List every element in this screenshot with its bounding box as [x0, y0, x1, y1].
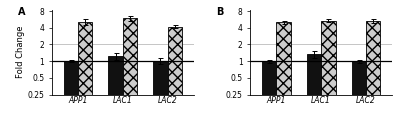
Y-axis label: Fold Change: Fold Change — [16, 26, 25, 78]
Bar — [366, 21, 380, 137]
Bar — [168, 27, 182, 137]
Bar — [153, 61, 168, 137]
Bar — [108, 56, 123, 137]
Bar — [307, 54, 321, 137]
Bar — [123, 18, 137, 137]
Bar — [352, 61, 366, 137]
Bar — [64, 61, 78, 137]
Text: A: A — [18, 7, 26, 17]
Bar — [276, 22, 291, 137]
Text: B: B — [216, 7, 224, 17]
Bar — [78, 22, 92, 137]
Bar — [262, 61, 276, 137]
Bar — [321, 21, 336, 137]
